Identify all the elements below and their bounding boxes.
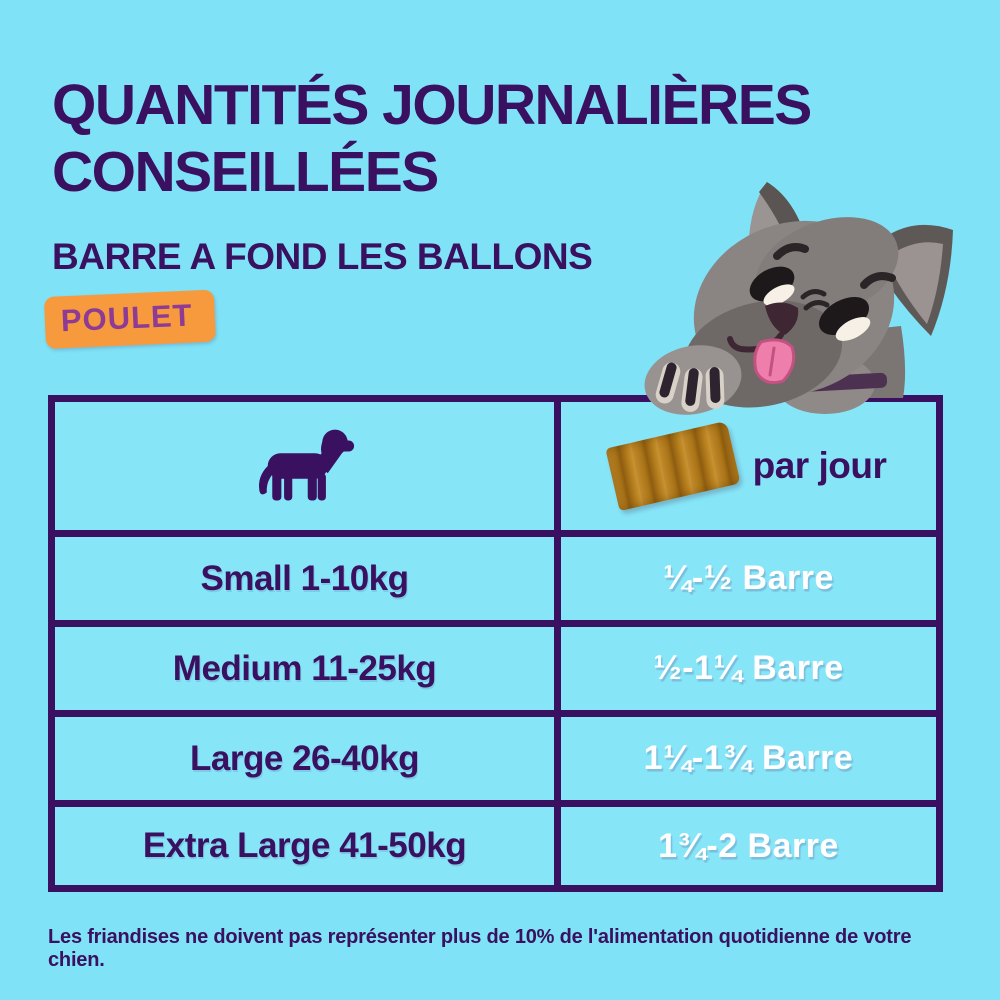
size-label: Large 26-40kg — [190, 738, 419, 778]
header-amount-cell: par jour — [561, 402, 936, 530]
product-name: BARRE A FOND LES BALLONS — [52, 236, 593, 277]
table-row-amount: ¼-½ Barre — [561, 530, 936, 620]
table-row-amount: 1¾-2 Barre — [561, 800, 936, 885]
flavor-badge: POULET — [43, 289, 216, 349]
footnote: Les friandises ne doivent pas représente… — [48, 926, 912, 971]
table-row-size: Large 26-40kg — [55, 710, 561, 800]
amount-label: 1¾-2 Barre — [658, 826, 839, 865]
page-title: QUANTITÉS JOURNALIÈRES CONSEILLÉES — [52, 73, 812, 205]
amount-label: ¼-½ Barre — [663, 559, 834, 597]
table-row-size: Medium 11-25kg — [55, 620, 561, 710]
size-label: Medium 11-25kg — [172, 648, 437, 688]
table-row-amount: 1¼-1¾ Barre — [561, 710, 936, 800]
treat-bar-image — [605, 420, 741, 512]
per-day-label: par jour — [752, 445, 887, 486]
table-row-size: Small 1-10kg — [55, 530, 561, 620]
header-size-cell — [55, 402, 561, 530]
table-row-size: Extra Large 41-50kg — [55, 800, 561, 885]
amount-label: ½-1¼ Barre — [653, 649, 844, 687]
amount-label: 1¼-1¾ Barre — [643, 739, 854, 777]
feeding-guide-table: par jour Small 1-10kg ¼-½ Barre Medium 1… — [48, 395, 943, 892]
dog-silhouette-icon — [258, 429, 354, 501]
size-label: Extra Large 41-50kg — [142, 826, 467, 865]
size-label: Small 1-10kg — [200, 558, 410, 598]
table-row-amount: ½-1¼ Barre — [561, 620, 936, 710]
french-bulldog-mascot-icon — [644, 182, 953, 415]
